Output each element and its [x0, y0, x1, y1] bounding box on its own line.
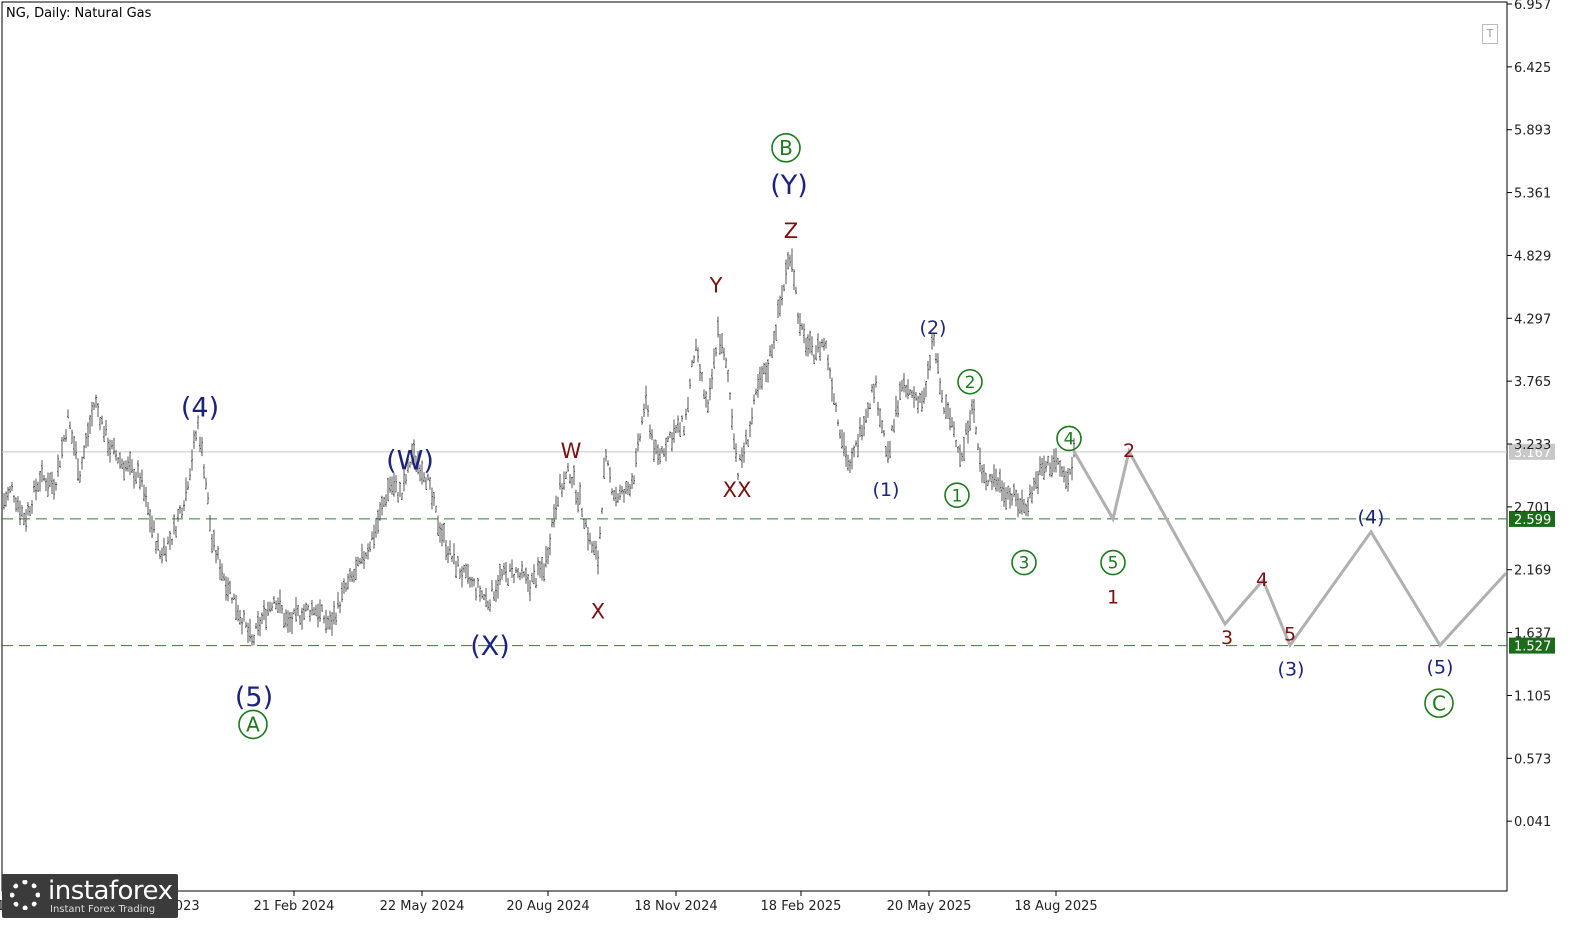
watermark-tagline: Instant Forex Trading: [50, 904, 156, 915]
y-tick-label: 4.297: [1514, 312, 1551, 327]
x-tick-label: 21 Feb 2024: [254, 899, 335, 914]
wave-label: 2: [1123, 440, 1135, 462]
wave-circle: [1100, 549, 1126, 576]
wave-label: 2: [965, 373, 976, 393]
wave-label: 5: [1284, 623, 1296, 645]
y-tick-label: 0.041: [1514, 815, 1551, 830]
current-price-label: 3.167: [1514, 446, 1551, 461]
forecast-path: [1072, 447, 1508, 649]
y-tick-label: 3.765: [1514, 375, 1551, 390]
wave-circle: [1056, 425, 1082, 452]
y-tick-label: 5.893: [1514, 124, 1551, 139]
wave-label: (5): [235, 682, 273, 713]
wave-labels: (4)(5)A(W)(X)WXYXXZ(Y)B(1)(2)1234512345(…: [181, 132, 1454, 740]
y-tick-label: 4.829: [1514, 249, 1551, 264]
wave-label: X: [591, 600, 605, 624]
current-price-badge: [1509, 443, 1555, 460]
wave-label: 4: [1064, 430, 1075, 450]
y-tick-label: 6.425: [1514, 61, 1551, 76]
x-tick-label: 18 Aug 2025: [1014, 899, 1097, 914]
horizontal-levels: 3.167 2.599 1.527: [2, 443, 1555, 655]
wave-label: 1: [1107, 587, 1119, 609]
wave-circle: [1011, 549, 1037, 576]
watermark-logo: instaforex Instant Forex Trading: [2, 874, 178, 918]
y-tick-label: 6.957: [1514, 0, 1551, 13]
watermark-brand: instaforex: [48, 876, 173, 906]
wave-label: (1): [873, 479, 900, 501]
level-label: 2.599: [1514, 513, 1551, 528]
x-tick-label: 18 Feb 2025: [761, 899, 842, 914]
y-tick-label: 0.573: [1514, 752, 1551, 767]
x-tick-label: 20 May 2025: [887, 899, 972, 914]
wave-label: (X): [470, 631, 510, 662]
wave-label: XX: [723, 478, 752, 502]
wave-label: (4): [181, 392, 219, 423]
plot-frame: [1, 1, 1508, 892]
level-badge: [1509, 510, 1555, 527]
wave-label: (W): [386, 445, 434, 476]
level-badge: [1509, 637, 1555, 654]
wave-label: 5: [1108, 554, 1119, 574]
wave-label: 3: [1221, 627, 1233, 649]
chart-title: NG, Daily: Natural Gas: [6, 6, 152, 21]
wave-label: (5): [1427, 656, 1454, 678]
wave-circle: [771, 132, 801, 163]
wave-label: (3): [1278, 659, 1305, 681]
wave-label: (2): [920, 317, 947, 339]
wave-circle: [238, 709, 268, 740]
x-tick-label: 18 Nov 2024: [634, 899, 717, 914]
wave-circle: [1424, 688, 1454, 718]
wave-label: 1: [952, 486, 963, 506]
wave-label: W: [561, 439, 582, 463]
wave-label: 3: [1019, 554, 1030, 574]
y-tick-label: 5.361: [1514, 187, 1551, 202]
wave-circle: [957, 368, 983, 395]
x-tick-label: 22 May 2024: [380, 899, 465, 914]
gear-icon: [10, 880, 40, 910]
wave-label: A: [246, 713, 260, 737]
price-bars: [3, 248, 1075, 646]
wave-label: C: [1432, 691, 1446, 715]
wave-label: Y: [709, 273, 723, 297]
wave-label: Z: [784, 219, 798, 243]
y-tick-label: 1.105: [1514, 689, 1551, 704]
wave-label: B: [779, 136, 793, 160]
y-axis: 6.957 6.425 5.893 5.361 4.829 4.297 3.765 3.233…: [1507, 0, 1551, 830]
wave-label: (4): [1358, 506, 1385, 528]
wave-circle: [944, 482, 970, 508]
wave-label: 4: [1256, 569, 1268, 591]
y-tick-label: 2.701: [1514, 501, 1551, 516]
y-tick-label: 3.233: [1514, 438, 1551, 453]
forecast-line: [1072, 447, 1508, 649]
level-label: 1.527: [1514, 640, 1551, 655]
text-tool-icon[interactable]: T: [1482, 24, 1498, 44]
x-tick-label: 20 Aug 2024: [506, 899, 589, 914]
y-tick-label: 2.169: [1514, 564, 1551, 579]
wave-label: (Y): [770, 170, 808, 201]
y-tick-label: 1.637: [1514, 627, 1551, 642]
